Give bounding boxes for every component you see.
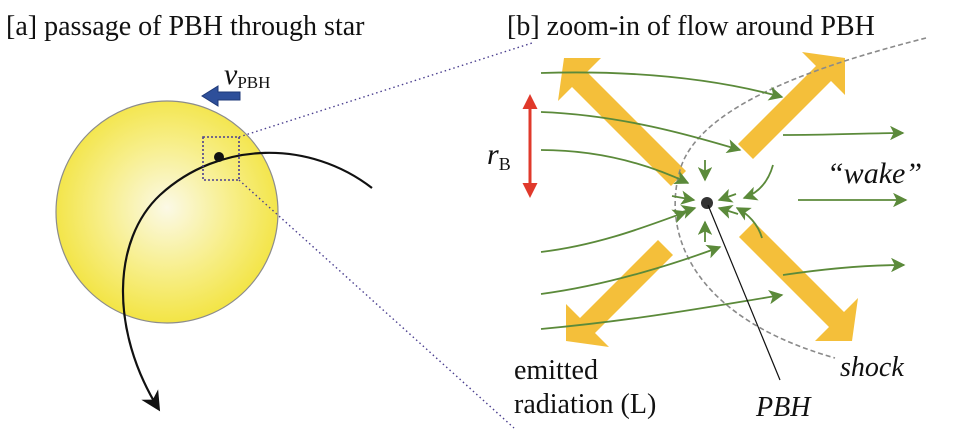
flow-line [540,111,742,154]
pbh-dot [701,197,713,209]
flow-line [540,149,690,184]
radiation-arrow-lower-left [566,240,673,347]
velocity-symbol: v [224,58,238,91]
radiation-label-text: radiation (L) [514,389,656,420]
bondi-radius-label: rB [487,138,511,174]
flow-line [540,289,784,330]
velocity-subscript: PBH [237,73,270,92]
radiation-arrows [558,52,858,347]
flow-line [717,188,737,203]
flow-line [717,205,739,219]
bondi-radius-symbol: r [487,138,499,171]
wake-label: “wake” [827,157,922,190]
pbh-pointer-line [707,204,781,381]
bondi-radius-subscript: B [499,154,511,174]
shock-label: shock [840,352,904,383]
panel-b-title: [b] zoom-in of flow around PBH [507,11,875,42]
radiation-arrow-lower-right [739,222,858,341]
radiation-label-line2: radiation (L) [514,389,656,420]
flow-line [540,244,722,295]
radiation-arrow-upper-left [558,58,686,186]
zoom-box [202,136,240,181]
zoom-line-top [238,42,533,138]
pbh-label: PBH [755,392,812,423]
flow-line [742,164,774,201]
flow-line [735,207,763,239]
flow-line [671,190,696,205]
panel-a-title: [a] passage of PBH through star [6,11,365,42]
velocity-label: vPBH [224,58,270,92]
radiation-label-line1: emitted [514,355,598,386]
zoom-line-bottom [238,179,515,429]
wake-flow-line [782,257,906,276]
flow-line [675,205,697,219]
pbh-dot-star [214,152,224,162]
flow-line [540,209,688,253]
velocity-arrow [201,85,241,107]
pbh-trajectory [121,151,373,412]
wake-flow-line [782,125,905,141]
star [55,100,279,324]
flow-line [540,71,784,101]
flow-lines [540,71,908,330]
shock-front [674,37,927,359]
radiation-arrow-upper-right [738,52,845,159]
